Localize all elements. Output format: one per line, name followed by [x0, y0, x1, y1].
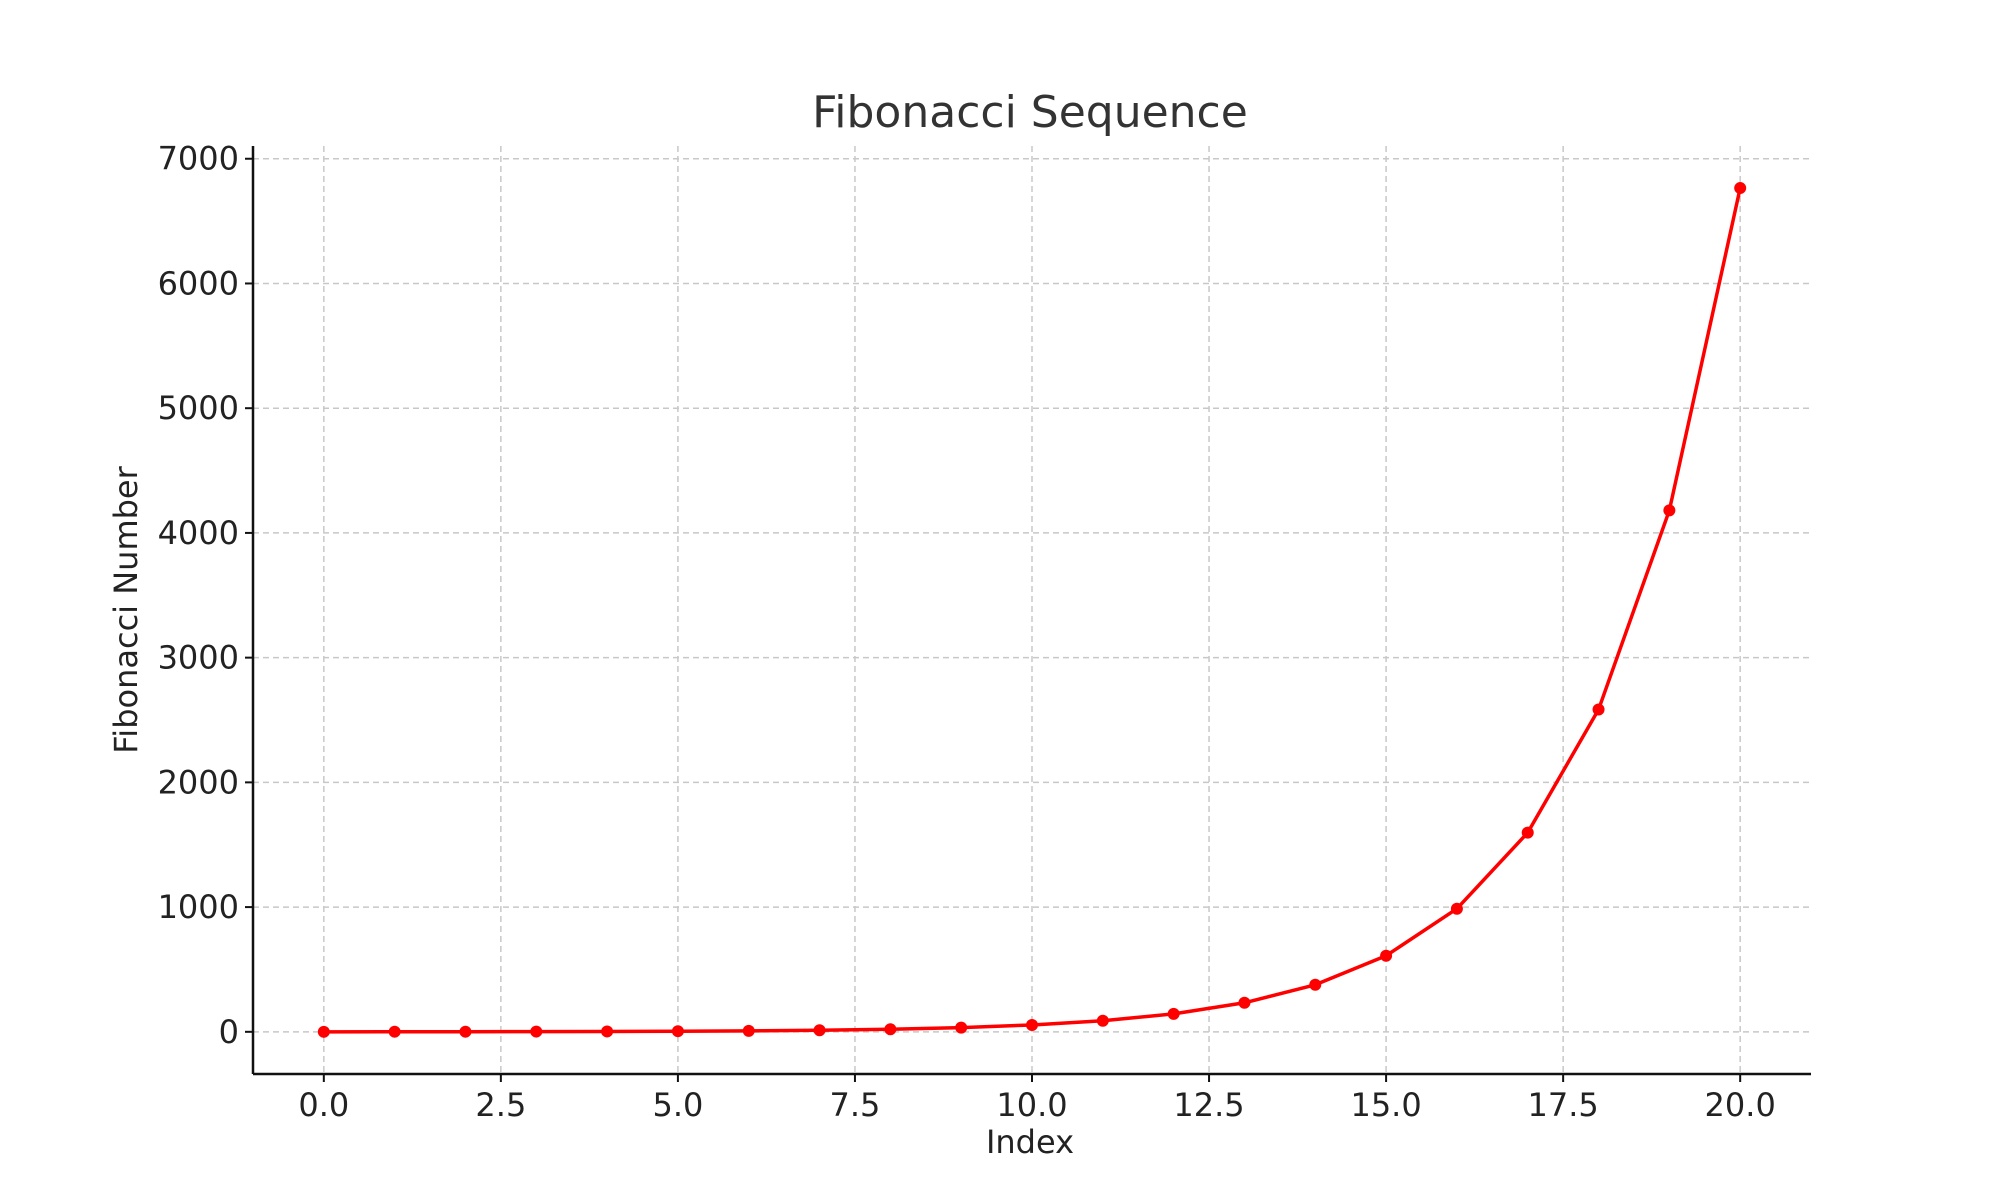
data-point — [1096, 1014, 1109, 1027]
x-tick-label: 0.0 — [298, 1086, 349, 1124]
data-point — [388, 1025, 401, 1038]
x-tick-label: 5.0 — [652, 1086, 703, 1124]
data-point — [601, 1025, 614, 1038]
data-point — [530, 1025, 543, 1038]
data-point — [884, 1023, 897, 1036]
grid-layer — [253, 146, 1811, 1074]
data-point — [1734, 182, 1747, 195]
chart-title: Fibonacci Sequence — [812, 87, 1248, 138]
x-axis-ticks: 0.0 2.5 5.0 7.5 10.0 12.5 15.0 17.5 20.0 — [298, 1074, 1776, 1124]
y-axis-label: Fibonacci Number — [107, 465, 145, 753]
series-layer — [317, 182, 1747, 1038]
y-tick-label: 6000 — [158, 264, 239, 302]
data-point — [1592, 703, 1605, 716]
data-point — [955, 1021, 968, 1034]
data-point — [1380, 949, 1393, 962]
data-point — [1663, 504, 1676, 517]
data-point — [1026, 1018, 1038, 1031]
y-tick-label: 3000 — [158, 639, 239, 677]
y-tick-label: 1000 — [158, 888, 239, 926]
data-point — [1309, 978, 1322, 991]
data-point — [317, 1025, 330, 1038]
x-tick-label: 17.5 — [1528, 1086, 1599, 1124]
data-point — [813, 1024, 826, 1037]
data-point — [1521, 826, 1534, 839]
y-tick-label: 4000 — [158, 514, 239, 552]
y-tick-label: 2000 — [158, 763, 239, 801]
x-tick-label: 20.0 — [1705, 1086, 1776, 1124]
y-axis-ticks: 0 1000 2000 3000 4000 5000 6000 7000 — [158, 140, 253, 1051]
y-tick-label: 7000 — [158, 140, 239, 178]
x-axis-label: Index — [986, 1123, 1074, 1161]
x-tick-label: 7.5 — [830, 1086, 881, 1124]
x-tick-label: 15.0 — [1350, 1086, 1421, 1124]
data-point — [1167, 1007, 1180, 1020]
data-point — [671, 1025, 684, 1038]
x-tick-label: 2.5 — [475, 1086, 526, 1124]
data-point — [1238, 996, 1251, 1009]
data-point — [742, 1024, 755, 1037]
y-tick-label: 0 — [219, 1013, 239, 1051]
data-point — [1450, 902, 1463, 915]
y-tick-label: 5000 — [158, 389, 239, 427]
data-point — [459, 1025, 472, 1038]
x-tick-label: 10.0 — [996, 1086, 1067, 1124]
x-tick-label: 12.5 — [1173, 1086, 1244, 1124]
